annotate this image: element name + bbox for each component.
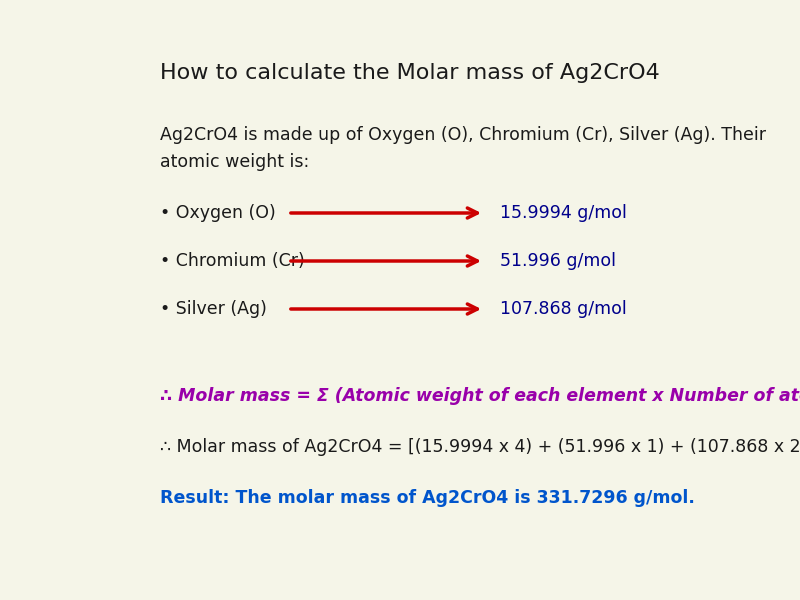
- Text: 107.868 g/mol: 107.868 g/mol: [500, 300, 626, 318]
- Text: ∴ Molar mass = Σ (Atomic weight of each element x Number of atoms: ∴ Molar mass = Σ (Atomic weight of each …: [160, 387, 800, 405]
- Text: Result: The molar mass of Ag2CrO4 is 331.7296 g/mol.: Result: The molar mass of Ag2CrO4 is 331…: [160, 489, 695, 507]
- Text: How to calculate the Molar mass of Ag2CrO4: How to calculate the Molar mass of Ag2Cr…: [160, 63, 660, 83]
- Text: 15.9994 g/mol: 15.9994 g/mol: [500, 204, 627, 222]
- Text: atomic weight is:: atomic weight is:: [160, 153, 310, 171]
- Text: Ag2CrO4 is made up of Oxygen (O), Chromium (Cr), Silver (Ag). Their: Ag2CrO4 is made up of Oxygen (O), Chromi…: [160, 126, 766, 144]
- Text: 51.996 g/mol: 51.996 g/mol: [500, 252, 616, 270]
- Text: ∴ Molar mass of Ag2CrO4 = [(15.9994 x 4) + (51.996 x 1) + (107.868 x 2)]: ∴ Molar mass of Ag2CrO4 = [(15.9994 x 4)…: [160, 438, 800, 456]
- Text: • Silver (Ag): • Silver (Ag): [160, 300, 267, 318]
- Text: • Chromium (Cr): • Chromium (Cr): [160, 252, 305, 270]
- Text: • Oxygen (O): • Oxygen (O): [160, 204, 276, 222]
